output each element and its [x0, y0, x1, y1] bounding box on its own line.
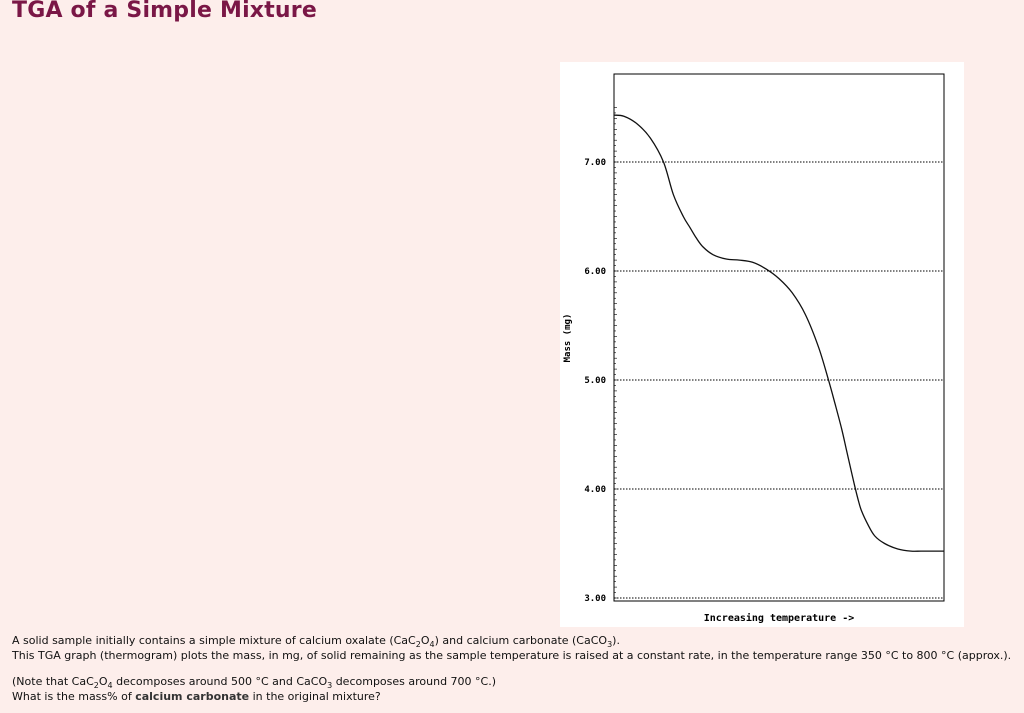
graph-description: This TGA graph (thermogram) plots the ma… [12, 649, 1012, 662]
y-tick-label: 3.00 [584, 594, 606, 604]
mass-curve [613, 114, 944, 552]
tga-chart-svg: 3.00 4.00 5.00 6.00 7.00 Mass (mg) Increasin… [563, 73, 945, 624]
y-tick-label: 7.00 [584, 158, 606, 168]
plot-frame [613, 73, 945, 602]
y-axis-label: Mass (mg) [563, 314, 573, 363]
grid-lines [614, 161, 944, 599]
question-prompt: What is the mass% of calcium carbonate i… [12, 690, 381, 703]
y-tick-label: 5.00 [584, 376, 606, 386]
x-axis-label: Increasing temperature -> [704, 612, 855, 624]
y-tick-labels: 3.00 4.00 5.00 6.00 7.00 [584, 107, 617, 604]
intro-paragraph: A solid sample initially contains a simp… [12, 634, 620, 649]
page-title: TGA of a Simple Mixture [12, 0, 317, 23]
y-tick-label: 4.00 [584, 485, 606, 495]
y-tick-label: 6.00 [584, 267, 606, 277]
tga-chart: 3.00 4.00 5.00 6.00 7.00 Mass (mg) Increasin… [560, 62, 964, 627]
decomposition-note: (Note that CaC2O4 decomposes around 500 … [12, 675, 497, 690]
question-text: A solid sample initially contains a simp… [12, 633, 1012, 704]
